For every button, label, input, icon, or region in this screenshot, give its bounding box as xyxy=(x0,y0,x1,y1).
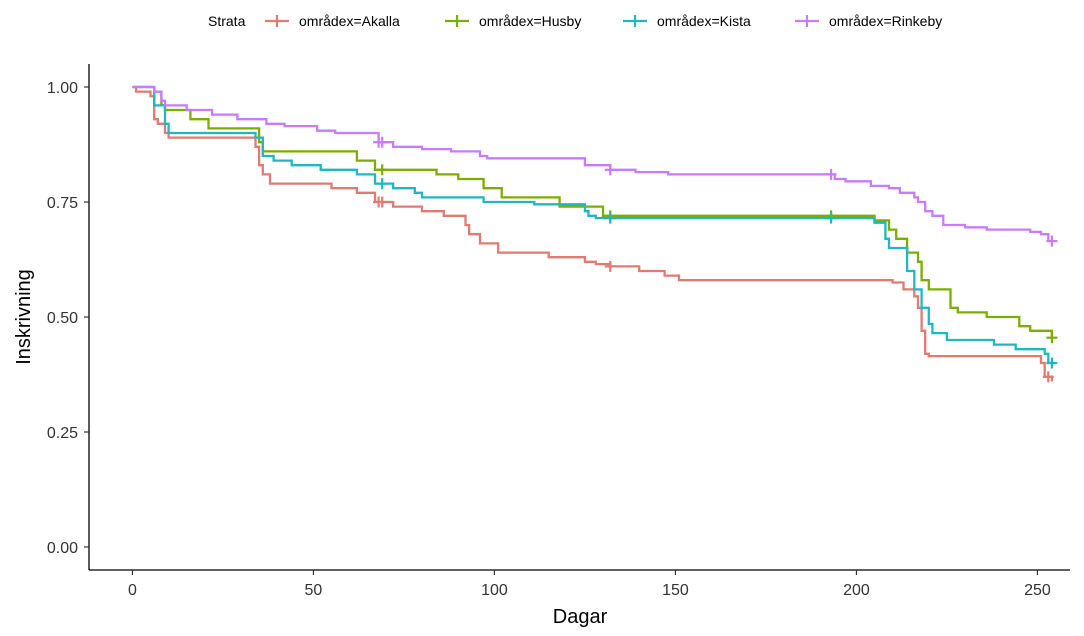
y-tick-label: 1.00 xyxy=(47,80,78,97)
y-axis-title: Inskrivning xyxy=(13,269,35,365)
series-line-1 xyxy=(132,85,1054,338)
legend-item: områdex=Akalla xyxy=(265,13,400,29)
legend-label: områdex=Rinkeby xyxy=(829,13,942,29)
censor-mark xyxy=(1042,371,1054,383)
censor-mark xyxy=(604,164,616,176)
x-tick-label: 200 xyxy=(843,582,870,599)
y-tick-label: 0.25 xyxy=(47,425,78,442)
censor-mark xyxy=(376,196,388,208)
x-tick-label: 250 xyxy=(1024,582,1051,599)
censor-mark xyxy=(1046,357,1058,369)
legend-item: områdex=Rinkeby xyxy=(795,13,942,29)
censor-mark xyxy=(1046,332,1058,344)
y-tick-label: 0.75 xyxy=(47,195,78,212)
censor-mark xyxy=(825,212,837,224)
legend-label: områdex=Kista xyxy=(657,13,751,29)
series-line-3 xyxy=(132,85,1050,242)
series-line-2 xyxy=(132,85,1050,363)
y-tick-label: 0.00 xyxy=(47,540,78,557)
plot-area xyxy=(132,85,1058,383)
x-tick-label: 150 xyxy=(662,582,689,599)
x-tick-label: 0 xyxy=(128,582,137,599)
censor-mark xyxy=(376,136,388,148)
x-axis-title: Dagar xyxy=(553,606,608,628)
censor-mark xyxy=(604,212,616,224)
legend-label: områdex=Husby xyxy=(479,13,581,29)
censor-mark xyxy=(604,260,616,272)
legend-title: Strata xyxy=(208,13,246,29)
censor-mark xyxy=(376,178,388,190)
series-line-0 xyxy=(132,85,1054,382)
legend: Strata områdex=Akalla områdex=Husby område… xyxy=(208,13,942,29)
x-tick-label: 100 xyxy=(481,582,508,599)
legend-item: områdex=Husby xyxy=(445,13,581,29)
x-tick-label: 50 xyxy=(305,582,323,599)
censor-mark xyxy=(376,164,388,176)
axes: Dagar Inskrivning 0 50 100 150 200 250 0.00 0.2… xyxy=(13,64,1070,628)
y-tick-label: 0.50 xyxy=(47,310,78,327)
censor-mark xyxy=(825,168,837,180)
legend-item: områdex=Kista xyxy=(623,13,751,29)
censor-mark xyxy=(1046,235,1058,247)
legend-label: områdex=Akalla xyxy=(299,13,400,29)
